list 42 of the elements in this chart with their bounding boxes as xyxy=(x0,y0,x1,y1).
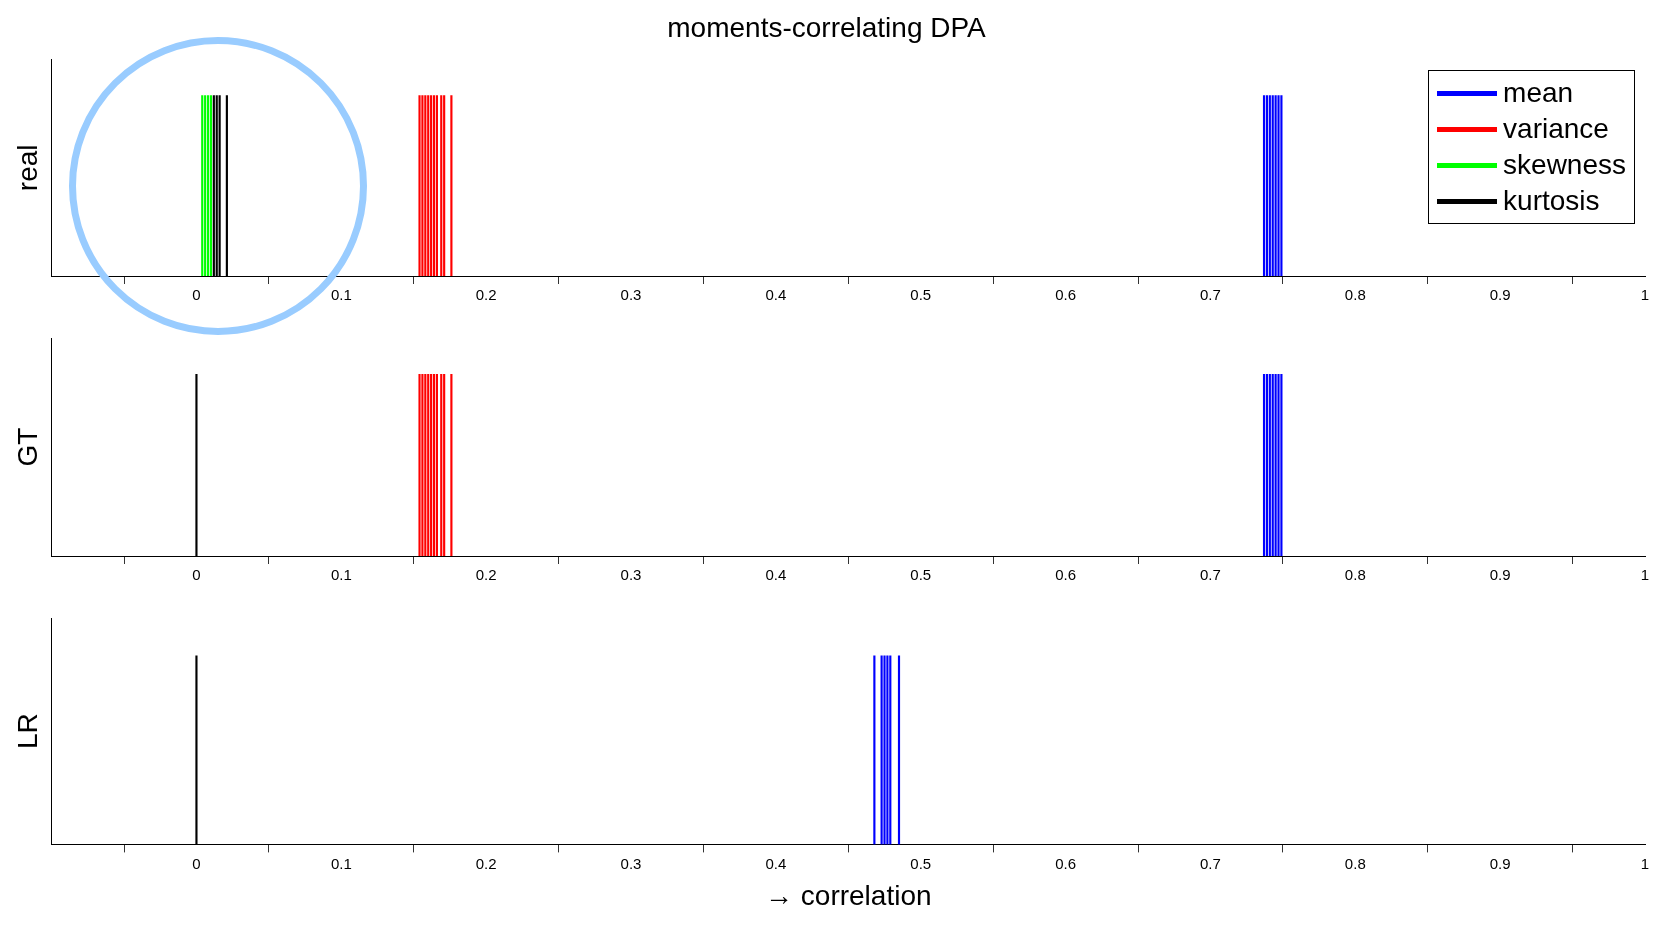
x-tick-label: 0.8 xyxy=(1344,854,1366,872)
y-axis-title: real xyxy=(11,144,43,192)
y-axis-title: LR xyxy=(11,713,43,750)
x-tick-label: 0.9 xyxy=(1489,286,1511,304)
x-tick-label: 0.4 xyxy=(765,286,787,304)
x-tick-label: 0.9 xyxy=(1489,854,1511,872)
x-axis-title: → correlation xyxy=(765,879,932,911)
x-tick-label: 0.7 xyxy=(1200,854,1221,872)
x-tick-label: 0.3 xyxy=(620,566,642,584)
x-tick-label: 0.6 xyxy=(1055,566,1077,584)
x-tick-label: 0 xyxy=(192,286,201,304)
x-tick-label: 0.7 xyxy=(1200,566,1221,584)
x-tick-label: 0 xyxy=(192,566,201,584)
x-tick-label: 0.7 xyxy=(1200,286,1221,304)
x-tick-label: 0.1 xyxy=(330,566,352,584)
legend-label: mean xyxy=(1503,76,1574,110)
x-tick-label: 1 xyxy=(1640,286,1650,304)
x-tick-label: 0.5 xyxy=(910,566,932,584)
x-tick-label: 0.5 xyxy=(910,854,932,872)
x-tick-label: 0.6 xyxy=(1055,854,1077,872)
x-tick-label: 0.9 xyxy=(1489,566,1511,584)
x-tick-label: 0.3 xyxy=(620,286,642,304)
x-tick-label: 0.1 xyxy=(330,286,352,304)
x-tick-label: 0.2 xyxy=(475,566,497,584)
x-tick-label: 0.2 xyxy=(475,854,497,872)
x-tick-label: 1 xyxy=(1640,566,1650,584)
x-tick-label: 0.4 xyxy=(765,854,787,872)
legend-label: skewness xyxy=(1503,148,1626,182)
y-axis-title: GT xyxy=(11,427,43,467)
x-tick-label: 0.8 xyxy=(1344,286,1366,304)
x-tick-label: 0.2 xyxy=(475,286,497,304)
x-tick-label: 0.1 xyxy=(330,854,352,872)
x-tick-label: 0.5 xyxy=(910,286,932,304)
chart-title: moments-correlating DPA xyxy=(667,11,987,43)
x-tick-label: 0.3 xyxy=(620,854,642,872)
x-tick-label: 0.4 xyxy=(765,566,787,584)
x-tick-label: 0.6 xyxy=(1055,286,1077,304)
x-tick-label: 1 xyxy=(1640,854,1650,872)
x-tick-label: 0 xyxy=(192,854,201,872)
x-tick-label: 0.8 xyxy=(1344,566,1366,584)
legend-label: variance xyxy=(1503,112,1609,146)
legend-label: kurtosis xyxy=(1503,184,1600,218)
